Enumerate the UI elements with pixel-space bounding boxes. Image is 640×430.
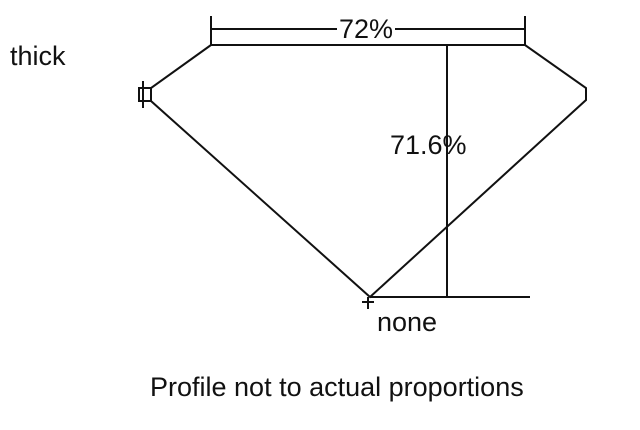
table-label: 72% (337, 14, 396, 44)
gem-outline (150, 44, 587, 299)
girdle-label: thick (10, 41, 66, 71)
caption: Profile not to actual proportions (150, 372, 524, 402)
depth-label: 71.6% (390, 130, 467, 160)
culet-label: none (377, 307, 438, 337)
girdle-marker (138, 87, 152, 102)
